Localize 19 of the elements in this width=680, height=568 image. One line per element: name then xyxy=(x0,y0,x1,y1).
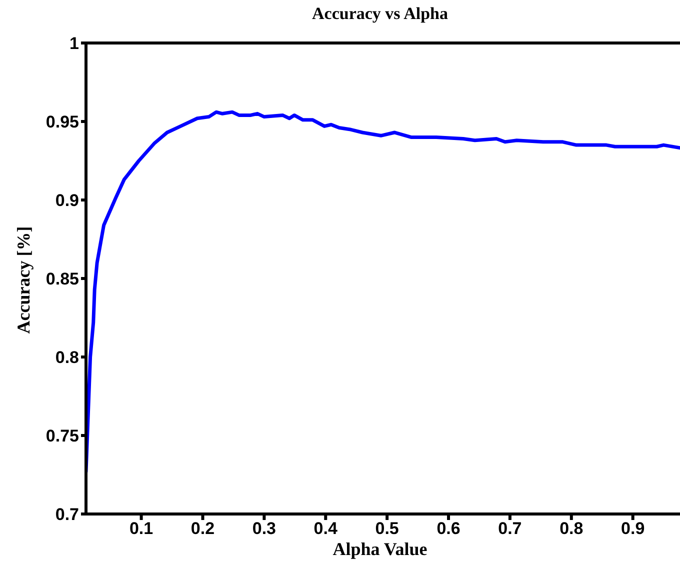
y-tick-label: 1 xyxy=(70,34,79,54)
y-tick-label: 0.7 xyxy=(55,505,79,524)
x-tick-label: 0.5 xyxy=(375,519,399,538)
x-tick-label: 0.3 xyxy=(252,519,276,538)
y-tick-label: 0.75 xyxy=(46,426,79,446)
x-tick-label: 0.4 xyxy=(314,519,338,538)
x-tick-label: 0.6 xyxy=(436,519,460,538)
x-axis-title: Alpha Value xyxy=(332,539,428,560)
x-tick-label: 0.7 xyxy=(498,519,522,538)
y-tick-label: 0.9 xyxy=(55,191,79,210)
y-tick-label: 0.8 xyxy=(55,348,79,368)
y-axis-title: Accuracy [%] xyxy=(14,226,34,334)
x-tick-label: 0.8 xyxy=(560,519,584,538)
chart-title: Accuracy vs Alpha xyxy=(311,4,449,24)
y-tick-label: 0.85 xyxy=(46,270,79,289)
x-tick-label: 0.9 xyxy=(621,519,645,538)
x-tick-label: 0.1 xyxy=(129,519,154,538)
x-tick-label: 0.2 xyxy=(190,519,215,538)
y-tick-label: 0.95 xyxy=(46,112,79,132)
